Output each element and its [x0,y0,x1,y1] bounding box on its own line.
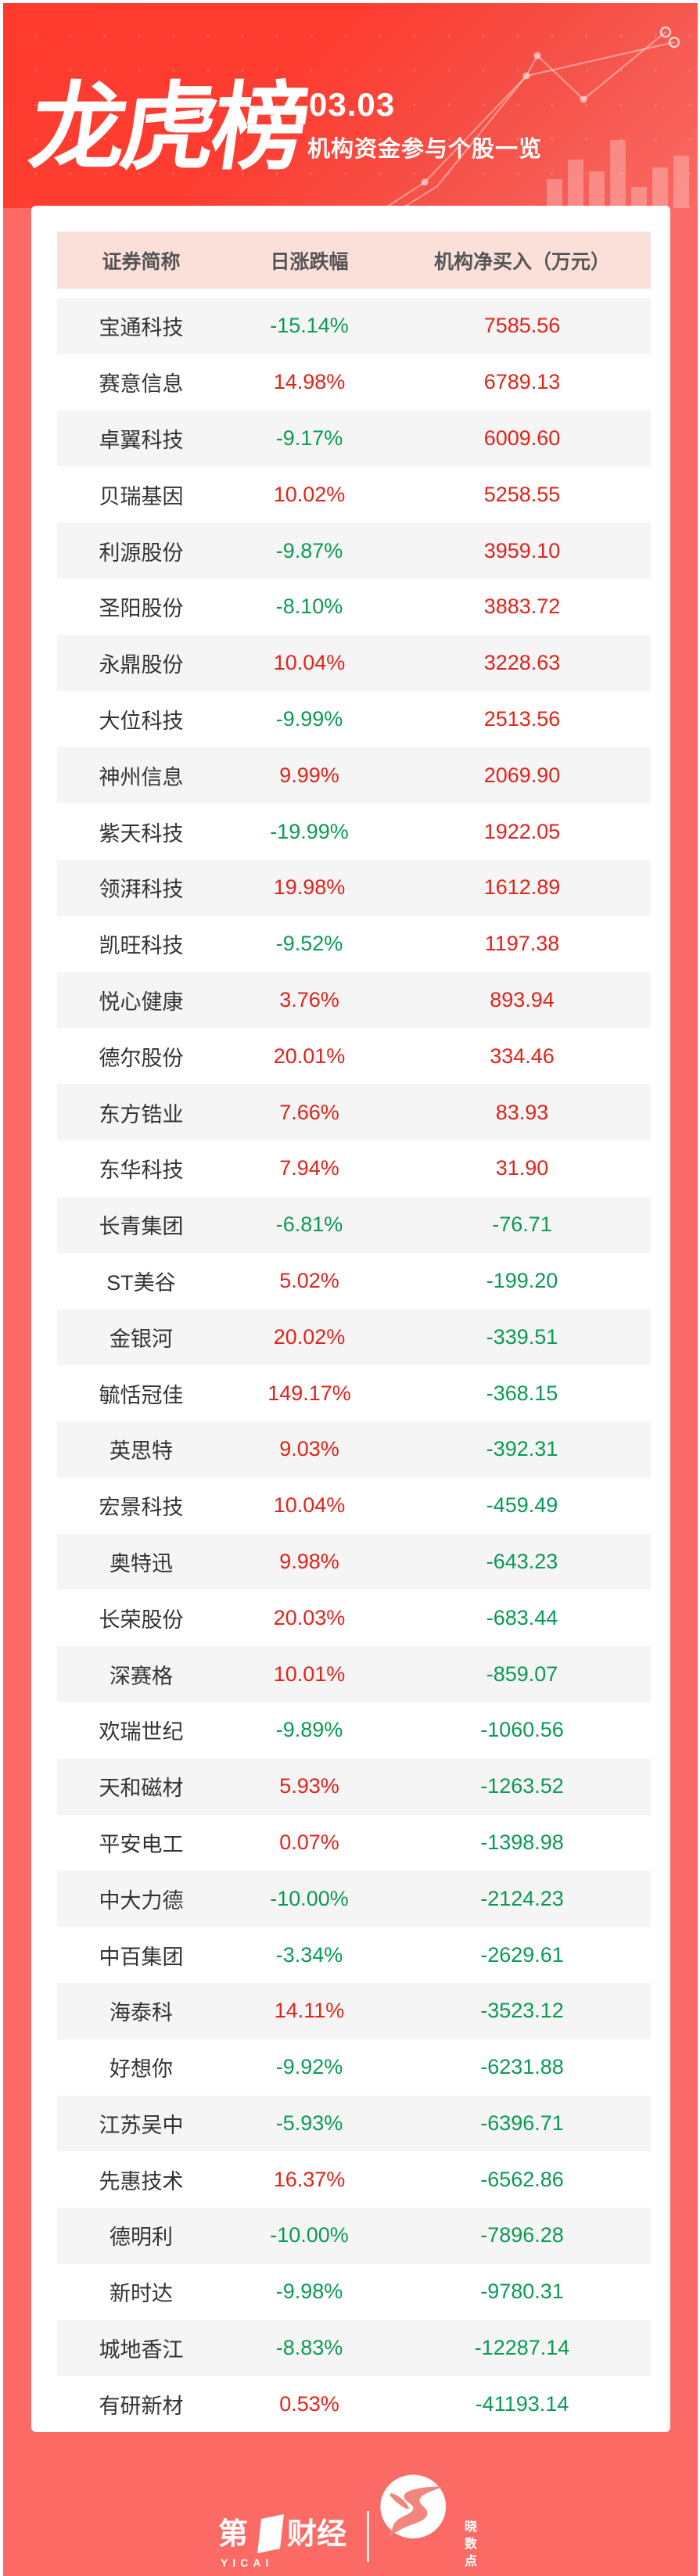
svg-text:第: 第 [218,2518,248,2551]
svg-text:YICAI: YICAI [221,2556,273,2569]
svg-text:财经: 财经 [287,2518,346,2551]
svg-text:点: 点 [465,2553,478,2568]
svg-text:数: 数 [465,2536,478,2551]
svg-text:晓: 晓 [465,2519,478,2534]
